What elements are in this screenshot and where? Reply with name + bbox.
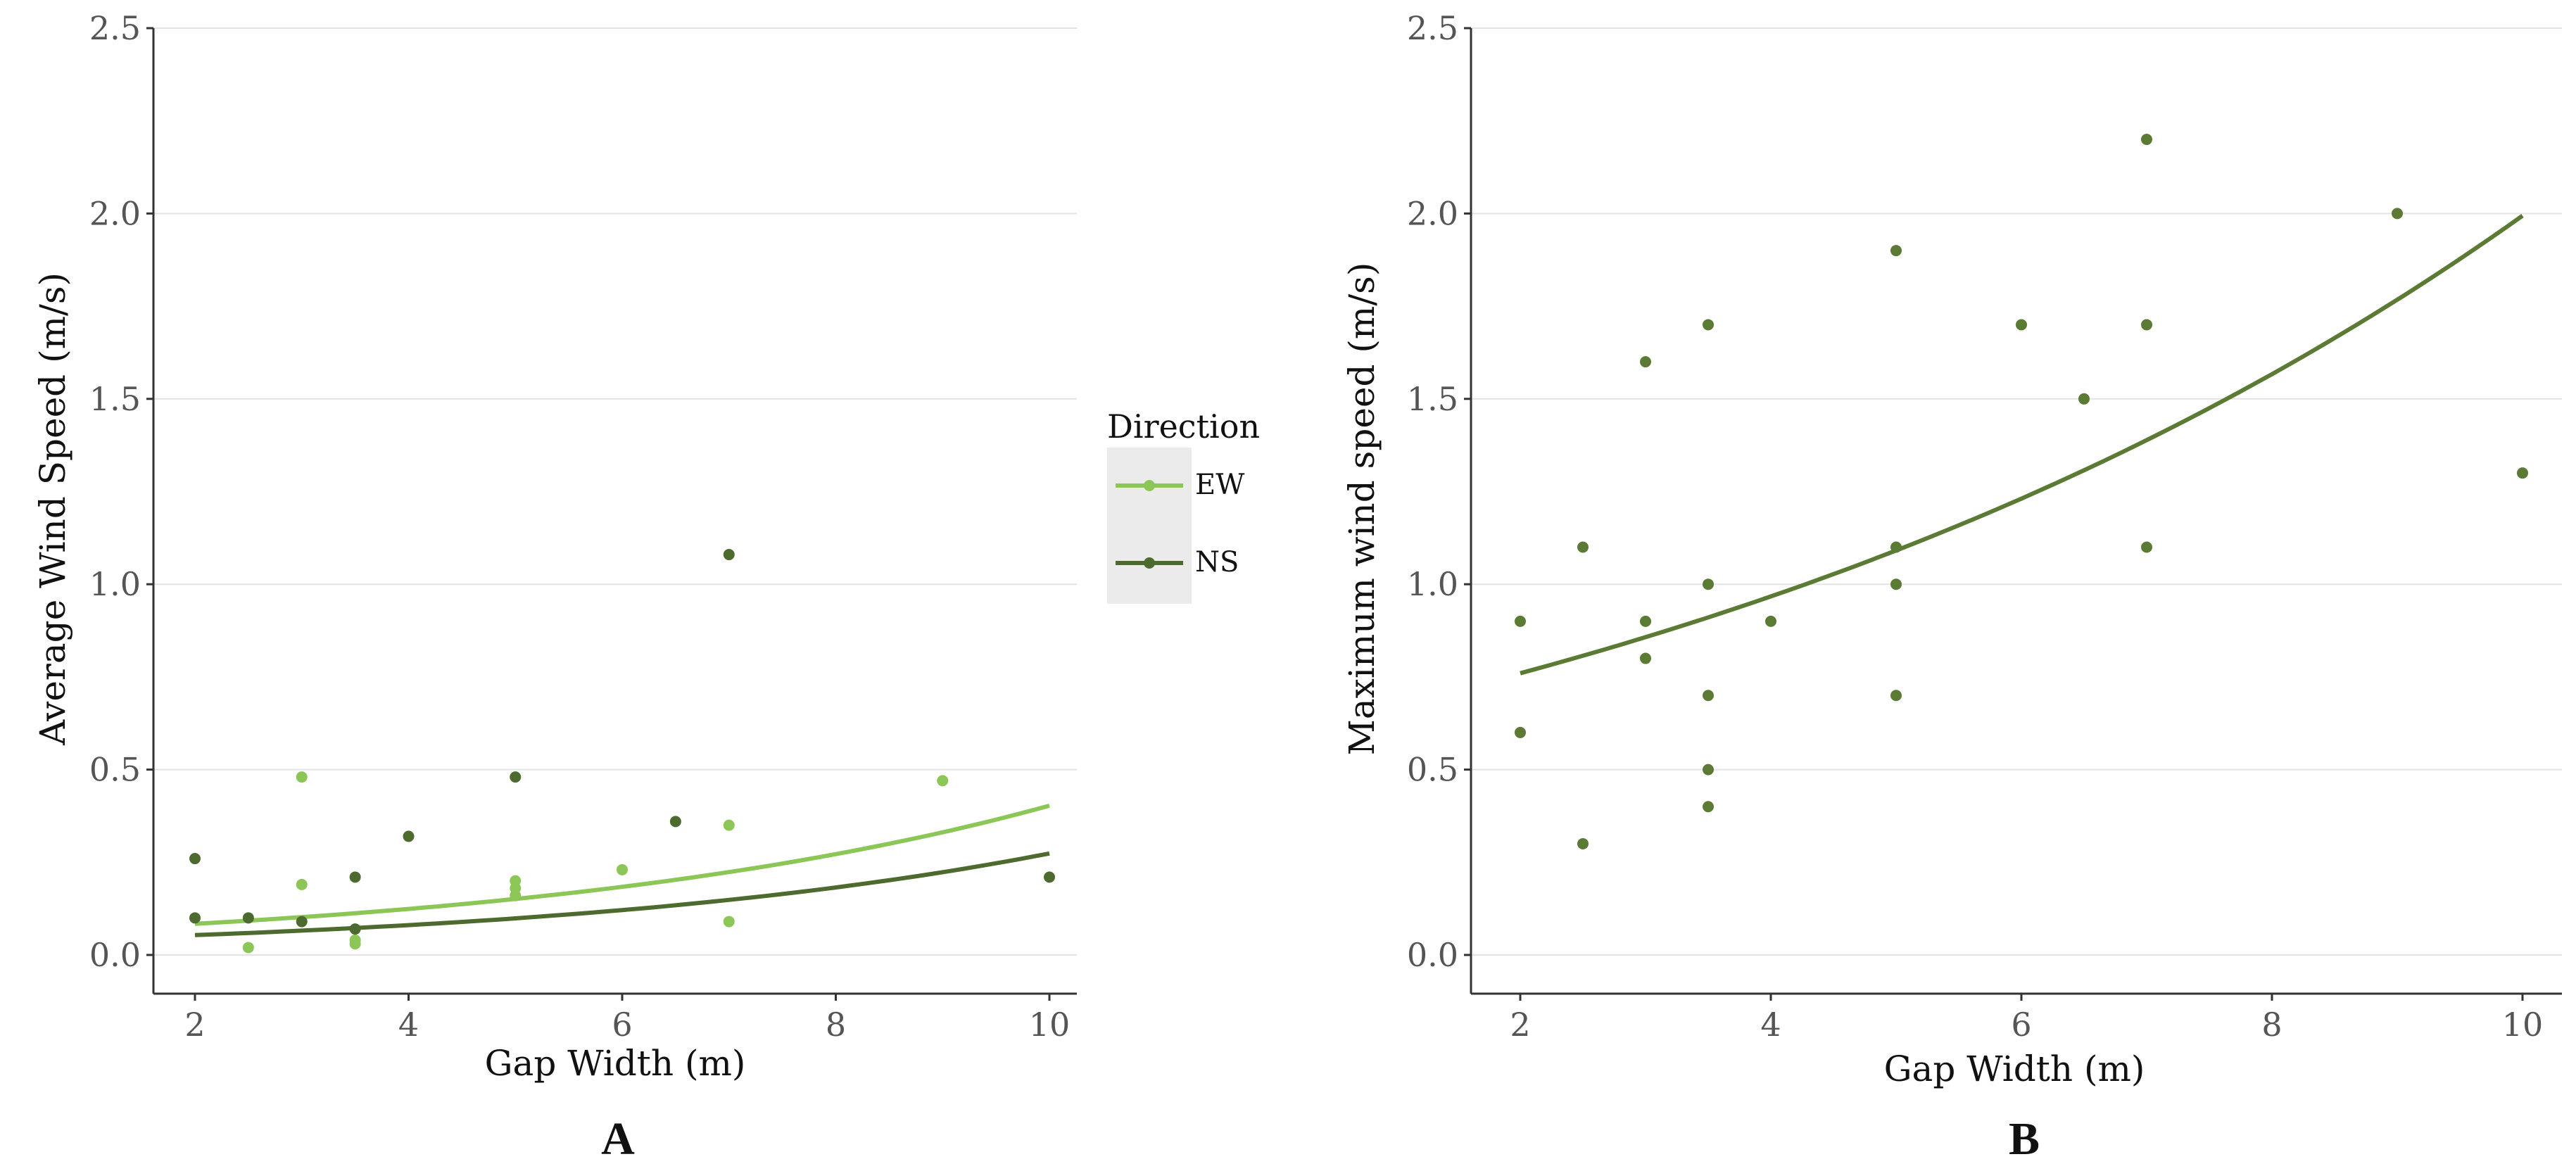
point-maximum: [1515, 615, 1526, 627]
panel-b: 0.00.51.01.52.02.5 2 4 6 8 10 Gap Width (m) …: [1341, 9, 2562, 1165]
y-tick-label: 1.0: [1407, 565, 1458, 603]
point-maximum: [1640, 652, 1651, 664]
point-maximum: [1890, 578, 1902, 590]
point-ns: [189, 853, 201, 865]
x-tick-label: 8: [2261, 1006, 2282, 1044]
legend-keys: [1116, 480, 1183, 569]
panel-a-gridlines: [153, 27, 1077, 956]
x-tick-label: 10: [1029, 1006, 1071, 1044]
y-tick-label: 1.0: [89, 565, 141, 603]
y-tick-label: 1.5: [89, 380, 141, 418]
point-maximum: [2517, 467, 2528, 479]
point-maximum: [2078, 393, 2090, 405]
point-ns: [669, 816, 681, 828]
panel-b-trendlines: [1520, 214, 2524, 676]
panel-a-points: [189, 549, 1055, 954]
point-ns: [1044, 871, 1055, 883]
point-maximum: [1640, 615, 1651, 627]
legend-key-background: [1107, 448, 1192, 604]
point-ns: [510, 771, 522, 783]
point-maximum: [1515, 726, 1526, 738]
panel-a-x-ticks: 2 4 6 8 10: [184, 994, 1070, 1044]
x-tick-label: 8: [826, 1006, 846, 1044]
legend-label-ew: EW: [1195, 469, 1244, 501]
point-maximum: [1703, 690, 1714, 702]
point-ns: [723, 549, 735, 561]
point-maximum: [1703, 801, 1714, 813]
point-ew: [242, 942, 254, 954]
point-ew: [617, 863, 628, 875]
point-maximum: [1703, 764, 1714, 776]
point-maximum: [1703, 319, 1714, 331]
y-tick-label: 0.0: [1407, 936, 1458, 974]
point-ew: [296, 771, 308, 783]
legend-key-point-ns: [1144, 557, 1155, 569]
point-ns: [296, 916, 308, 928]
panel-b-x-ticks: 2 4 6 8 10: [1510, 994, 2543, 1044]
legend-key-point-ew: [1144, 480, 1155, 491]
point-maximum: [1703, 578, 1714, 590]
panel-a-trendlines: [194, 804, 1050, 937]
y-tick-label: 0.0: [89, 936, 141, 974]
point-maximum: [2141, 319, 2152, 331]
point-maximum: [2392, 208, 2403, 220]
legend-title: Direction: [1107, 407, 1260, 445]
point-ew: [296, 878, 308, 890]
point-ns: [349, 871, 361, 883]
x-tick-label: 4: [1760, 1006, 1781, 1044]
y-tick-label: 0.5: [1407, 751, 1458, 789]
trendline-ns: [194, 851, 1050, 937]
x-tick-label: 6: [612, 1006, 632, 1044]
point-ns: [189, 912, 201, 924]
point-ew: [937, 775, 949, 787]
point-maximum: [1890, 690, 1902, 702]
point-ns: [403, 830, 415, 842]
point-maximum: [1577, 541, 1589, 553]
x-tick-label: 6: [2011, 1006, 2031, 1044]
panel-a-y-axis-title: Average Wind Speed (m/s): [32, 272, 73, 746]
point-ew: [723, 819, 735, 831]
x-tick-label: 2: [184, 1006, 205, 1044]
y-tick-label: 0.5: [89, 751, 141, 789]
point-maximum: [1640, 356, 1651, 368]
point-ns: [242, 912, 254, 924]
panel-a-y-ticks: 0.0 0.5 1.0 1.5 2.0 2.5: [89, 9, 153, 974]
y-tick-label: 2.5: [89, 9, 141, 47]
panel-b-points: [1515, 134, 2528, 849]
legend: Direction EW NS: [1107, 407, 1260, 604]
x-tick-label: 10: [2502, 1006, 2544, 1044]
point-ew: [510, 890, 522, 901]
trendline-ew: [194, 804, 1050, 926]
panel-b-y-ticks: 0.0 0.5 1.0 1.5 2.0 2.5: [1407, 9, 1471, 974]
trendline-maximum: [1520, 214, 2524, 676]
y-tick-label: 2.0: [1407, 194, 1458, 232]
point-ns: [349, 923, 361, 935]
panel-b-gridlines: [1471, 27, 2562, 956]
panel-b-x-axis-title: Gap Width (m): [1884, 1049, 2145, 1089]
point-maximum: [1765, 615, 1776, 627]
panel-a: 0.00.51.01.52.02.5 2 4 6 8 10 Gap Width (m) …: [32, 9, 1077, 1165]
point-ew: [349, 938, 361, 950]
y-tick-label: 1.5: [1407, 380, 1458, 418]
point-ew: [723, 916, 735, 928]
x-tick-label: 4: [398, 1006, 419, 1044]
point-maximum: [2016, 319, 2027, 331]
panel-a-label: A: [601, 1113, 635, 1165]
point-maximum: [2141, 134, 2152, 146]
point-maximum: [1577, 837, 1589, 849]
panel-b-label: B: [2009, 1113, 2040, 1165]
x-tick-label: 2: [1510, 1006, 1530, 1044]
panel-a-x-axis-title: Gap Width (m): [485, 1043, 746, 1084]
legend-label-ns: NS: [1195, 546, 1239, 578]
y-tick-label: 2.5: [1407, 9, 1458, 47]
y-tick-label: 2.0: [89, 194, 141, 232]
point-maximum: [1890, 245, 1902, 257]
point-maximum: [1890, 541, 1902, 553]
point-maximum: [2141, 541, 2152, 553]
panel-b-y-axis-title: Maximum wind speed (m/s): [1341, 262, 1382, 756]
